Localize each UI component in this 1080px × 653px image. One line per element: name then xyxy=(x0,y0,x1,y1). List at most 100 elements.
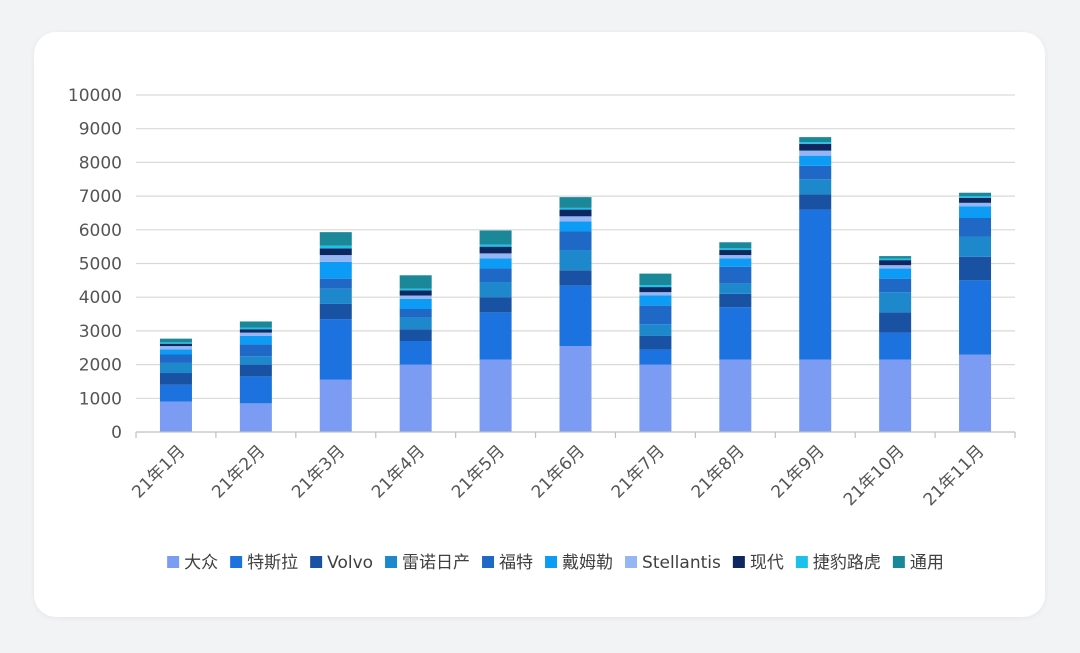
bar-segment xyxy=(159,354,192,363)
stacked-bar-chart: 0 1000 2000 3000 4000 5000 6000 7000 8000 9000 100… xyxy=(68,86,1016,573)
legend-item: Stellantis xyxy=(625,553,721,573)
legend-label: 福特 xyxy=(499,553,533,573)
legend-item: 通用 xyxy=(892,553,944,573)
bar-segment xyxy=(719,307,752,360)
y-tick-label: 10000 xyxy=(68,86,122,106)
bar-segment xyxy=(959,192,992,197)
bar-segment xyxy=(239,376,272,404)
bar-segment xyxy=(719,258,752,267)
bar-segment xyxy=(159,346,192,350)
bar-segment xyxy=(799,165,832,180)
bar-segment xyxy=(959,196,992,198)
bar-segment xyxy=(959,280,992,355)
bar-segment xyxy=(319,288,352,304)
bar-segment xyxy=(639,292,672,296)
x-tick-label: 21年1月 xyxy=(128,441,189,502)
y-tick-label: 3000 xyxy=(79,322,122,342)
bar-segment xyxy=(639,287,672,293)
bar-segment xyxy=(399,295,432,299)
bar-segment xyxy=(479,297,512,313)
bar-segment xyxy=(879,292,912,313)
bar-segment xyxy=(319,232,352,246)
legend-item: 戴姆勒 xyxy=(545,553,613,573)
legend-item: Volvo xyxy=(310,553,373,573)
x-tick-label: 21年11月 xyxy=(920,441,989,510)
bar-stack xyxy=(639,273,672,432)
bar-segment xyxy=(319,278,352,289)
bar-segment xyxy=(399,317,432,330)
bar-segment xyxy=(799,150,832,156)
bar-stack xyxy=(719,242,752,432)
bar-segment xyxy=(639,295,672,306)
bar-segment xyxy=(559,270,592,286)
y-tick-label: 7000 xyxy=(79,187,122,207)
bar-segment xyxy=(479,246,512,254)
bar-segment xyxy=(639,349,672,365)
legend-label: 戴姆勒 xyxy=(562,553,613,573)
bar-segment xyxy=(879,256,912,259)
bar-segment xyxy=(799,359,832,432)
y-tick-label: 2000 xyxy=(79,356,122,376)
bar-segment xyxy=(879,258,912,261)
legend-item: 现代 xyxy=(732,553,784,573)
legend-swatch xyxy=(230,556,243,568)
bar-segment xyxy=(959,202,992,207)
legend-label: Stellantis xyxy=(642,553,721,573)
bar-segment xyxy=(239,356,272,365)
bar-segment xyxy=(479,312,512,360)
bar-segment xyxy=(879,332,912,360)
bar-segment xyxy=(479,258,512,269)
bar-segment xyxy=(319,245,352,249)
bar-segment xyxy=(959,206,992,219)
bar-segment xyxy=(959,197,992,203)
bar-stack xyxy=(399,275,432,432)
legend-item: 大众 xyxy=(167,553,218,573)
bar-segment xyxy=(639,305,672,325)
bar-stack xyxy=(159,338,192,432)
bar-segment xyxy=(639,273,672,286)
bar-segment xyxy=(719,248,752,251)
x-tick-label: 21年7月 xyxy=(608,441,669,502)
bar-segment xyxy=(719,255,752,259)
bar-segment xyxy=(399,364,432,432)
bar-segment xyxy=(559,209,592,217)
bar-segment xyxy=(799,194,832,210)
bar-segment xyxy=(719,359,752,432)
chart-card: 0 1000 2000 3000 4000 5000 6000 7000 8000 9000 100… xyxy=(34,32,1045,617)
bar-segment xyxy=(319,248,352,256)
bar-segment xyxy=(719,283,752,294)
bar-segment xyxy=(959,218,992,237)
legend-swatch xyxy=(385,556,398,568)
bar-segment xyxy=(559,207,592,210)
bar-stack xyxy=(479,230,512,432)
bar-segment xyxy=(479,282,512,298)
y-tick-label: 0 xyxy=(111,423,122,443)
bar-segment xyxy=(719,266,752,284)
bar-segment xyxy=(159,349,192,355)
bar-segment xyxy=(559,346,592,432)
legend-swatch xyxy=(795,556,808,568)
bar-segment xyxy=(639,324,672,336)
y-tick-label: 1000 xyxy=(79,389,122,409)
legend: 大众 特斯拉 Volvo 雷诺日产 福特 戴姆勒 Stellantis 现代 捷豹路虎 通用 xyxy=(167,553,944,573)
legend-item: 特斯拉 xyxy=(230,553,298,573)
x-tick-label: 21年9月 xyxy=(768,441,829,502)
bar-segment xyxy=(159,338,192,343)
bar-segment xyxy=(799,143,832,151)
x-tick-label: 21年5月 xyxy=(448,441,509,502)
bar-segment xyxy=(879,268,912,279)
bar-segment xyxy=(319,319,352,380)
bar-segment xyxy=(559,221,592,232)
bar-segment xyxy=(559,231,592,251)
bar-segment xyxy=(399,275,432,289)
bar-stack xyxy=(319,232,352,432)
legend-swatch xyxy=(482,556,495,568)
legend-swatch xyxy=(167,556,180,568)
bar-segment xyxy=(399,341,432,365)
bar-segment xyxy=(399,288,432,291)
bar-segment xyxy=(879,260,912,266)
legend-item: 福特 xyxy=(482,553,533,573)
bar-segment xyxy=(399,308,432,318)
x-tick-label: 21年3月 xyxy=(288,441,349,502)
bar-segment xyxy=(959,256,992,281)
